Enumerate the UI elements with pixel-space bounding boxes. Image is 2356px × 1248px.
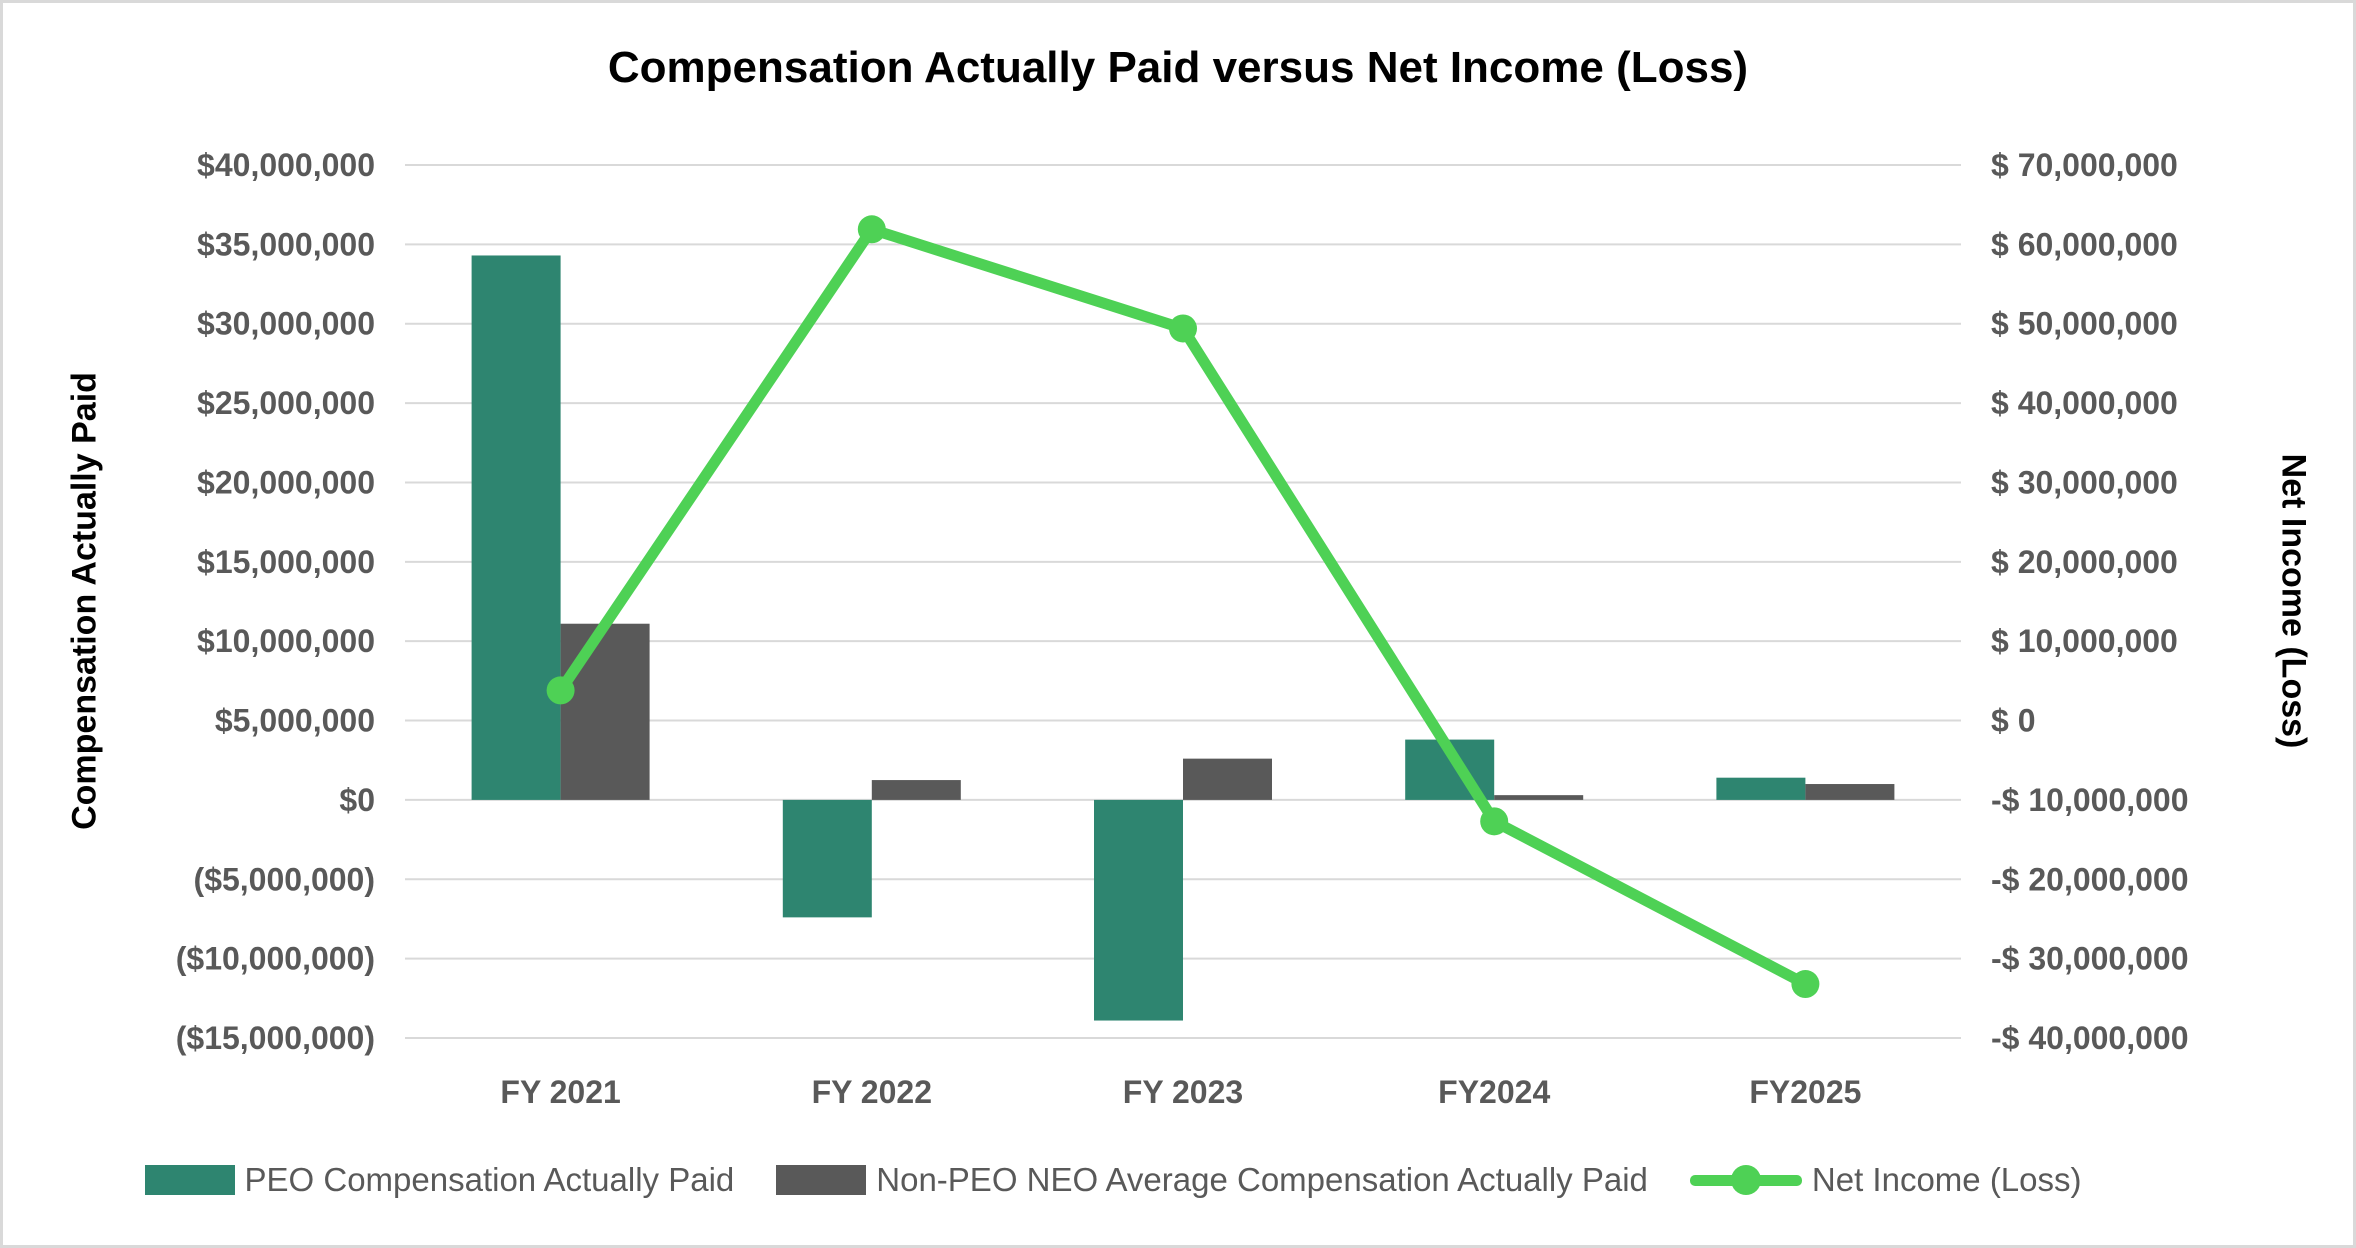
legend-item-net-income: Net Income (Loss): [1689, 1161, 2082, 1199]
x-axis-label-fy2025: FY2025: [1749, 1074, 1861, 1110]
x-axis-label-fy-2022: FY 2022: [812, 1074, 932, 1110]
right-axis-tick-label: $ 20,000,000: [1991, 544, 2178, 580]
legend-item-peo: PEO Compensation Actually Paid: [144, 1161, 735, 1199]
right-axis-tick-label: $ 40,000,000: [1991, 385, 2178, 421]
legend-label-non-peo: Non-PEO NEO Average Compensation Actuall…: [876, 1161, 1648, 1198]
peo-series-swatch-icon: [144, 1165, 235, 1195]
left-axis-tick-label: ($15,000,000): [176, 1020, 375, 1056]
left-axis-tick-label: $15,000,000: [197, 544, 375, 580]
right-axis-tick-label: -$ 20,000,000: [1991, 861, 2189, 897]
left-axis-title: Compensation Actually Paid: [65, 372, 104, 830]
right-axis-tick-label: $ 70,000,000: [1991, 147, 2178, 183]
chart-title: Compensation Actually Paid versus Net In…: [607, 43, 1749, 92]
bar-peo-fy2025: [1716, 777, 1806, 800]
right-axis-tick-label: -$ 10,000,000: [1991, 782, 2189, 818]
left-axis-tick-label: $40,000,000: [197, 147, 375, 183]
x-axis-label-fy-2023: FY 2023: [1123, 1074, 1243, 1110]
legend-item-non-peo: Non-PEO NEO Average Compensation Actuall…: [776, 1161, 1648, 1199]
bar-non-peo-fy-2022: [871, 780, 961, 800]
bar-non-peo-fy-2021: [560, 623, 650, 800]
right-axis-tick-label: $ 30,000,000: [1991, 464, 2178, 500]
net-income-point-fy2024: [1480, 807, 1509, 836]
right-axis-tick-label: $ 0: [1991, 703, 2035, 739]
bar-peo-fy-2023: [1094, 799, 1183, 1021]
left-axis-tick-label: ($10,000,000): [176, 941, 375, 977]
peo-bars: [471, 255, 1806, 1021]
bar-non-peo-fy2024: [1494, 795, 1584, 800]
non-peo-series-swatch-icon: [776, 1165, 867, 1195]
bar-peo-fy-2021: [471, 255, 561, 800]
bar-non-peo-fy-2023: [1183, 758, 1272, 800]
right-axis-tick-label: $ 10,000,000: [1991, 623, 2178, 659]
x-axis-label-fy2024: FY2024: [1438, 1074, 1550, 1110]
right-axis-tick-label: $ 60,000,000: [1991, 226, 2178, 262]
legend-label-net-income: Net Income (Loss): [1811, 1161, 2082, 1198]
left-axis-tick-label: $0: [339, 782, 375, 818]
bar-non-peo-fy2025: [1805, 784, 1895, 800]
left-axis-tick-label: $10,000,000: [197, 623, 375, 659]
right-axis-tick-label: -$ 40,000,000: [1991, 1020, 2189, 1056]
non-peo-bars: [560, 623, 1895, 800]
net-income-point-fy2025: [1791, 970, 1820, 999]
right-axis-tick-label: $ 50,000,000: [1991, 306, 2178, 342]
left-axis-tick-label: $30,000,000: [197, 306, 375, 342]
legend-label-peo: PEO Compensation Actually Paid: [244, 1161, 735, 1198]
right-axis-tick-label: -$ 30,000,000: [1991, 941, 2189, 977]
left-axis-labels: $40,000,000 $35,000,000 $30,000,000 $25,000…: [176, 147, 375, 1056]
left-axis-tick-label: $35,000,000: [197, 226, 375, 262]
x-axis-label-fy-2021: FY 2021: [500, 1074, 620, 1110]
net-income-point-fy-2022: [857, 215, 886, 244]
net-income-point-fy-2023: [1169, 314, 1197, 343]
left-axis-tick-label: $25,000,000: [197, 385, 375, 421]
right-axis-labels: $ 70,000,000 $ 60,000,000 $ 50,000,000 $ 40…: [1991, 147, 2189, 1056]
left-axis-tick-label: ($5,000,000): [194, 861, 375, 897]
right-axis-title: Net Income (Loss): [2274, 453, 2313, 749]
left-axis-tick-label: $5,000,000: [215, 703, 375, 739]
net-income-line-marker-icon: [1689, 1165, 1802, 1195]
bar-peo-fy-2022: [782, 799, 872, 918]
legend: PEO Compensation Actually Paid Non-PEO N…: [3, 1161, 2223, 1199]
plot-svg: $40,000,000 $35,000,000 $30,000,000 $25,000…: [176, 147, 2189, 1110]
x-axis-labels: FY 2021 FY 2022 FY 2023 FY2024 FY2025: [500, 1074, 1861, 1110]
left-axis-tick-label: $20,000,000: [197, 464, 375, 500]
net-income-point-fy-2021: [546, 676, 575, 705]
